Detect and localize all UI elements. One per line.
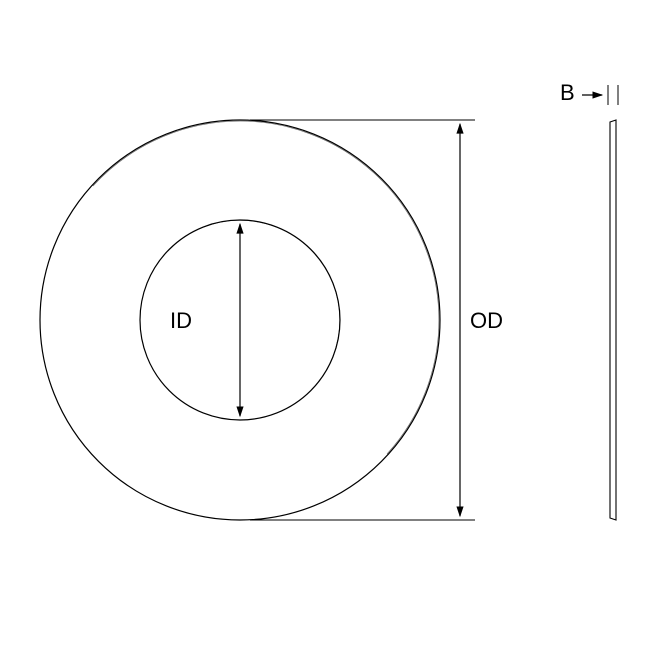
- dimension-b: B: [560, 80, 618, 105]
- dimension-id: ID: [170, 224, 240, 416]
- washer-diagram: ID OD B: [0, 0, 670, 670]
- dimension-od: OD: [250, 120, 503, 520]
- inner-shading: [168, 220, 340, 389]
- side-view: [610, 120, 616, 520]
- b-label: B: [560, 80, 575, 105]
- od-label: OD: [470, 308, 503, 333]
- side-profile: [610, 120, 616, 520]
- id-label: ID: [170, 308, 192, 333]
